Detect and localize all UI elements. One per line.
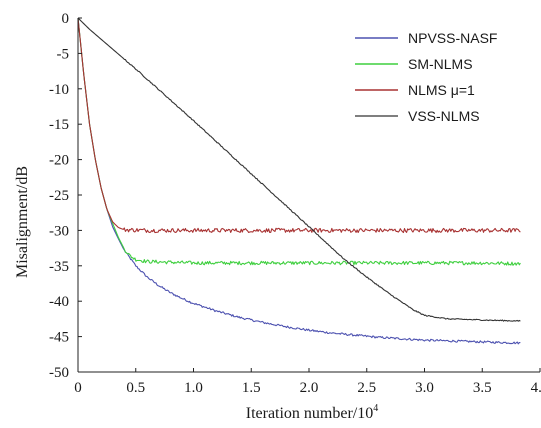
y-tick-label: -40 [49, 294, 69, 310]
x-axis-title-text: Iteration number/10 [246, 405, 374, 422]
y-tick-label: 0 [62, 11, 70, 27]
y-tick-label: -15 [49, 117, 69, 133]
x-tick-label: 0 [74, 380, 82, 396]
y-tick-label: -35 [49, 259, 69, 275]
y-tick-label: -5 [57, 46, 70, 62]
legend-label: NLMS μ=1 [408, 82, 475, 98]
legend-label: VSS-NLMS [408, 108, 480, 124]
y-tick-label: -10 [49, 82, 69, 98]
series-line-npvss-nasf [77, 17, 521, 345]
x-tick-label: 2.5 [357, 380, 376, 396]
y-tick-label: -20 [49, 153, 69, 169]
x-axis-title: Iteration number/104 [246, 403, 379, 422]
axes: 0 0.5 1.0 1.5 2.0 2.5 3.0 3.5 4.0 0 -5 -10 -15 -20 -25… [49, 11, 541, 396]
x-tick-label: 4.0 [531, 380, 541, 396]
y-tick-label: -30 [49, 223, 69, 239]
legend-label: NPVSS-NASF [408, 30, 497, 46]
y-axis-title: Misalignment/dB [14, 166, 31, 278]
legend: NPVSS-NASF SM-NLMS NLMS μ=1 VSS-NLMS [355, 30, 497, 124]
series-line-vss-nlms [77, 17, 521, 322]
series-line-nlms-1 [77, 17, 521, 234]
x-tick-label: 1.0 [184, 380, 203, 396]
x-tick-label: 1.5 [242, 380, 261, 396]
x-axis-title-exponent: 4 [373, 403, 378, 414]
y-tick-label: -45 [49, 330, 69, 346]
legend-label: SM-NLMS [408, 56, 473, 72]
x-tick-label: 3.5 [473, 380, 492, 396]
y-tick-label: -25 [49, 188, 69, 204]
x-tick-label: 2.0 [300, 380, 319, 396]
x-tick-label: 3.0 [415, 380, 434, 396]
y-tick-label: -50 [49, 365, 69, 381]
plot-series [77, 17, 521, 345]
x-tick-label: 0.5 [126, 380, 145, 396]
series-line-sm-nlms [77, 17, 521, 266]
